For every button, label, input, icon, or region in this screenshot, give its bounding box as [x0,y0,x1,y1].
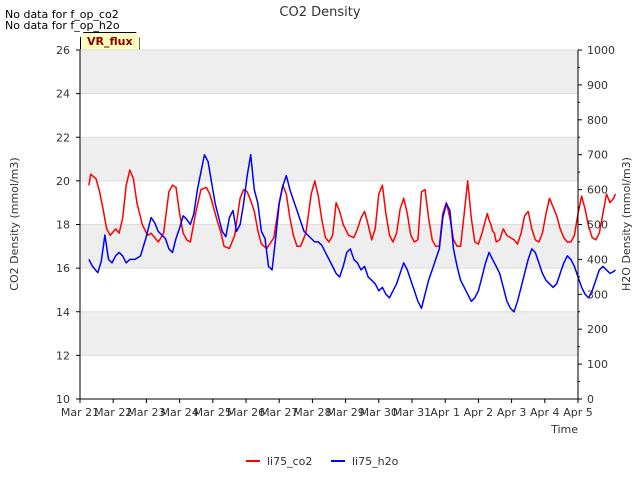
x-tick-label: Apr 4 [530,406,560,419]
series-line-li75_h2o [88,153,616,313]
grid-band [80,93,578,138]
grid-band [80,311,578,356]
series-line-li75_co2 [88,169,617,250]
y2-tick-label: 700 [587,149,608,162]
y-tick-label: 22 [56,131,70,144]
y-tick-label: 16 [56,262,70,275]
x-tick-label: Mar 28 [293,406,331,419]
axes: 10 12 14 16 18 20 22 24 26 0 100 200 300 400 500 600 700… [56,44,615,419]
x-tick-label: Apr 1 [430,406,460,419]
grid-band [80,180,578,225]
y-axis-label: CO2 Density (mmol/m3) [8,157,21,290]
x-tick-label: Apr 2 [464,406,494,419]
grid-band [80,268,578,312]
x-tick-label: Mar 26 [227,406,265,419]
no-data-note-co2: No data for f_op_co2 [5,8,119,21]
x-axis-label: Time [550,423,578,436]
x-tick-label: Mar 24 [160,406,198,419]
series-layer [88,153,617,313]
x-tick-label: Apr 3 [497,406,527,419]
y-tick-label: 10 [56,393,70,406]
legend-label-co2: li75_co2 [267,455,312,468]
y2-tick-label: 500 [587,219,608,232]
grid-band [80,50,578,94]
x-tick-label: Mar 25 [194,406,232,419]
x-tick-label: Mar 22 [94,406,132,419]
x-tick-label: Mar 29 [326,406,364,419]
y-tick-label: 12 [56,349,70,362]
y-tick-label: 18 [56,219,70,232]
y-tick-label: 14 [56,306,70,319]
y2-tick-label: 200 [587,323,608,336]
grid-band [80,137,578,181]
x-tick-label: Mar 27 [260,406,298,419]
y-tick-label: 26 [56,44,70,57]
x-tick-label: Mar 21 [61,406,99,419]
y2-tick-label: 0 [587,393,594,406]
chart-title: CO2 Density [279,5,360,20]
y2-tick-label: 1000 [587,44,615,57]
x-tick-label: Mar 23 [127,406,165,419]
y2-tick-label: 300 [587,288,608,301]
y2-tick-label: 900 [587,79,608,92]
y2-tick-label: 400 [587,253,608,266]
y2-tick-label: 100 [587,358,608,371]
x-tick-label: Mar 30 [360,406,398,419]
y2-tick-label: 600 [587,184,608,197]
legend-label-h2o: li75_h2o [352,455,399,468]
y2-axis-label: H2O Density (mmol/m3) [620,157,633,291]
y-tick-label: 24 [56,88,70,101]
y-tick-label: 20 [56,175,70,188]
grid-band [80,355,578,399]
x-tick-label: Mar 31 [393,406,431,419]
no-data-note-h2o: No data for f_op_h2o [5,19,120,32]
x-tick-label: Apr 5 [563,406,593,419]
grid-bands [80,49,578,400]
legend: li75_co2 li75_h2o [246,455,399,468]
y2-tick-label: 800 [587,114,608,127]
